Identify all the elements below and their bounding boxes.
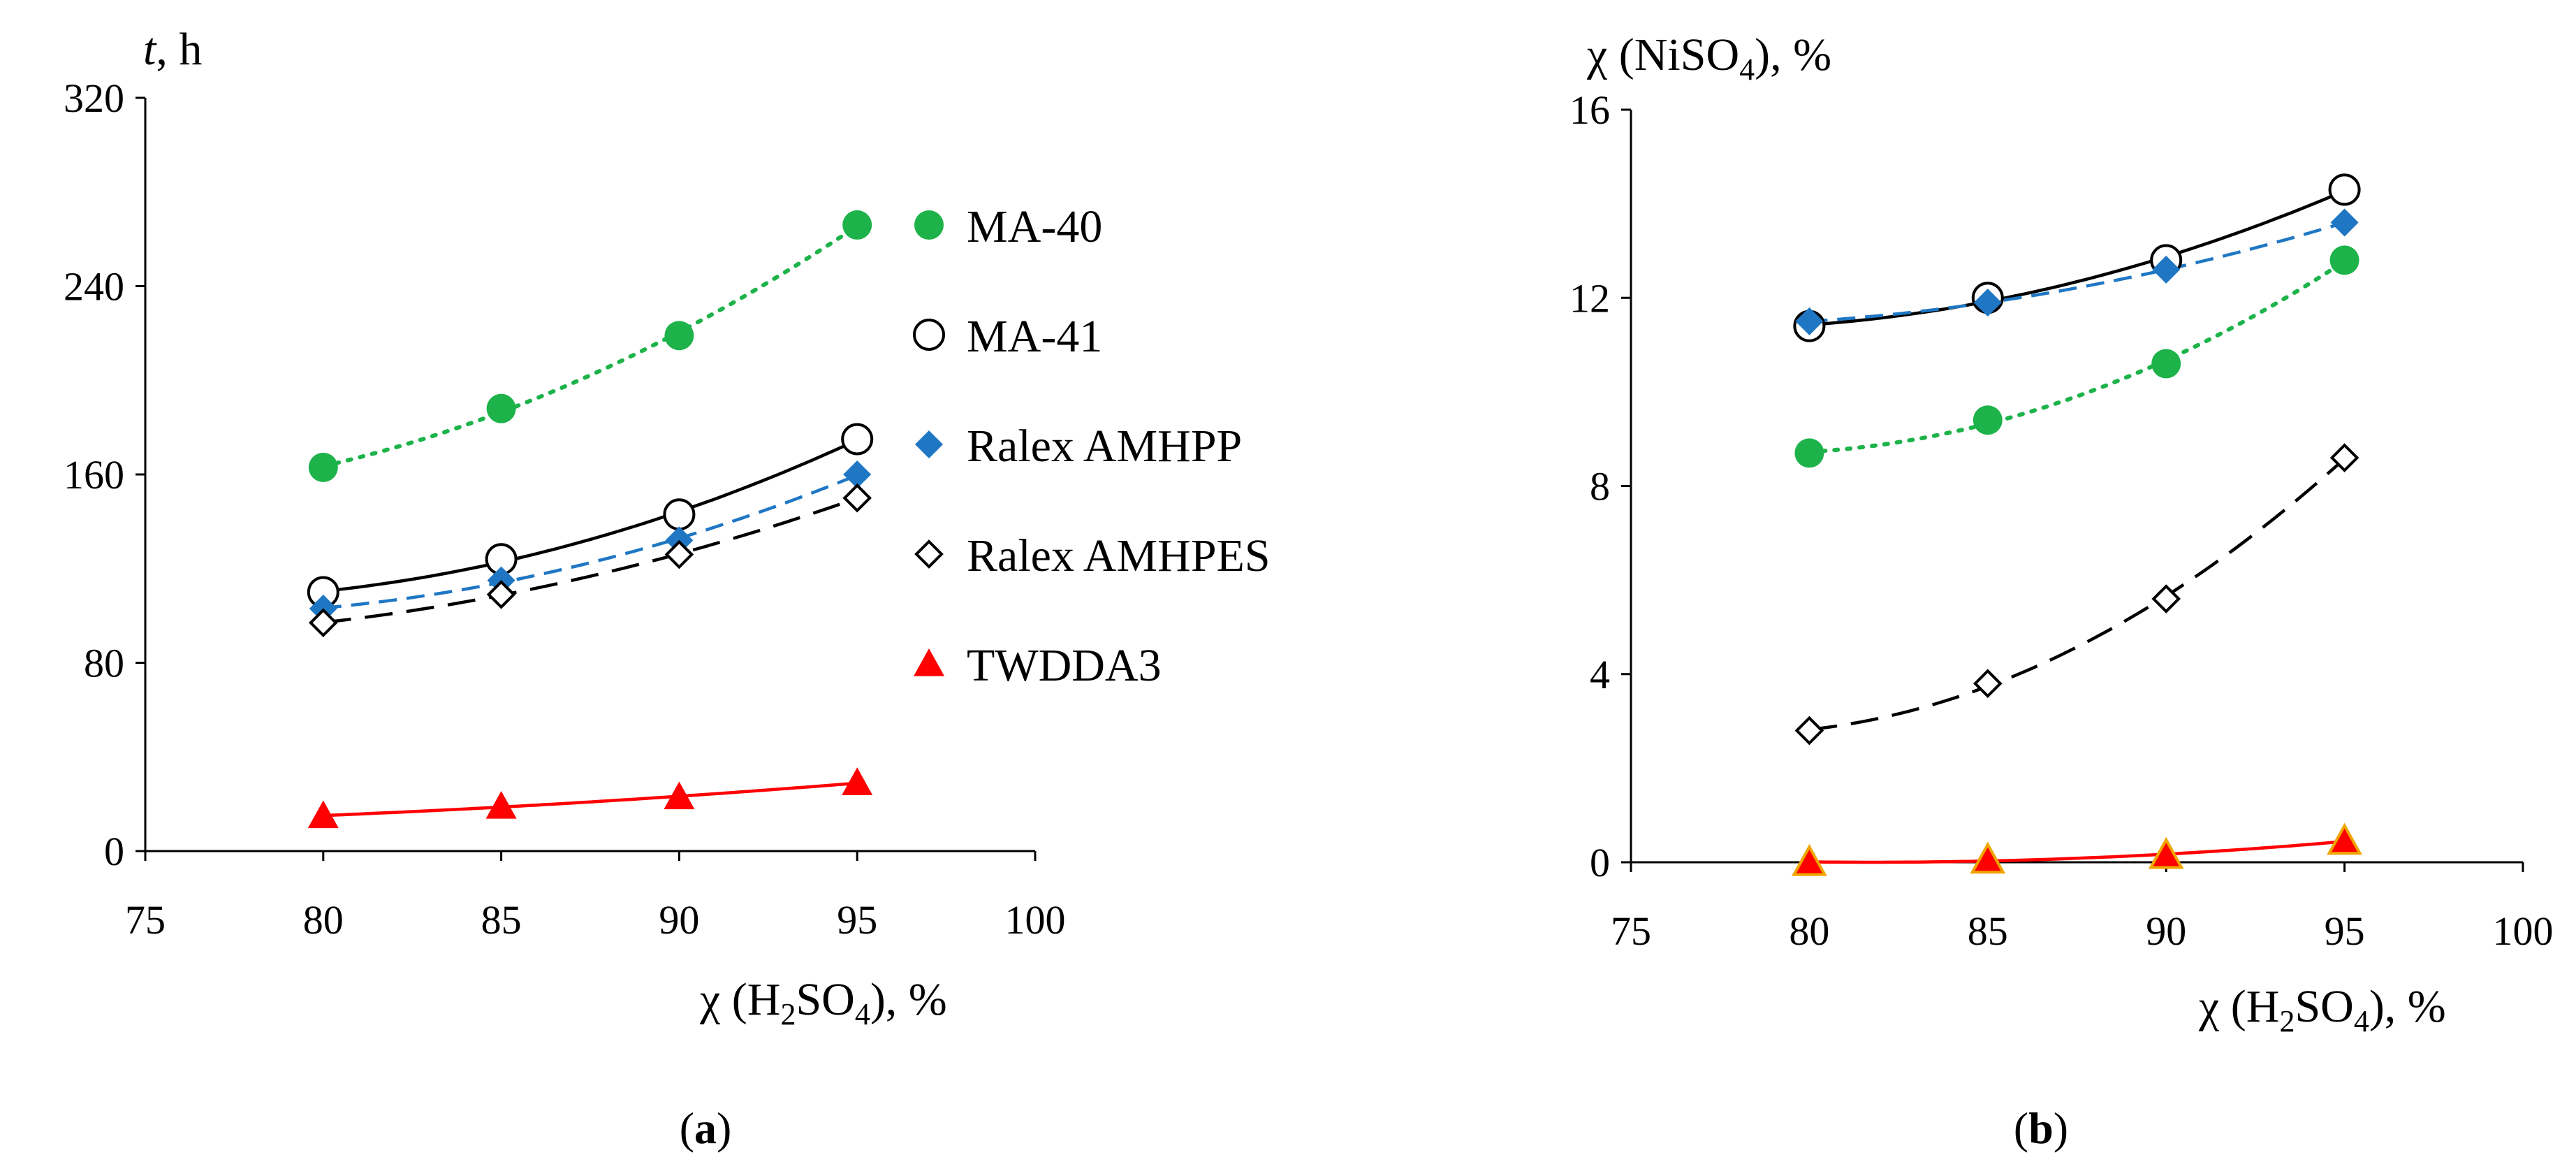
panel-b-x-tick-label: 80 [1789,908,1829,954]
panel-a-twdda3-point-1 [485,790,517,819]
panel-a-y-tick-label: 160 [64,452,124,498]
panel-b-ralex-amhpes-point-2 [2151,584,2181,613]
panel-a-y-unit: , h [156,24,202,75]
panel-a-ralex-amhpes-point-2 [664,539,694,569]
panel-b-ma-40-trend-line [1807,259,2347,454]
panel-b-ma-40-point-1 [1973,405,2003,435]
panel-b-y-tick-label: 4 [1590,652,1610,697]
legend-ma-40-point-marker [914,210,944,240]
panel-b-y-tick-label: 8 [1590,464,1610,509]
panel-a-plot: 0 80 160 240 320 75 80 85 90 95 100 [64,75,1066,943]
panel-b-ralex-amhpp-point-0 [1795,307,1824,335]
panel-b-ralex-amhpp-point-1 [1973,288,2002,317]
panel-a-ralex-amhpes-point-1 [486,579,516,609]
legend-ralex-amhpes-point-marker [914,539,944,569]
panel-b-ralex-amhpes-point-1 [1973,669,2003,699]
panel-a-twdda3-point-2 [664,781,695,810]
panel-a-ralex-amhpes-point-3 [842,483,872,513]
panel-a-y-tick-label: 0 [104,829,124,874]
panel-a-y-tick-label: 240 [64,264,124,310]
panel-a-legend: MA-40 MA-41 Ralex AMHPP Ralex AMHPES TWDDA3 [913,201,1271,691]
panel-a-twdda3-point-0 [307,800,339,829]
panel-b-x-axis-label: χ (H2SO4), % [2198,981,2446,1038]
panel-b-plot: 0 4 8 12 16 75 80 85 90 95 100 [1569,87,2554,954]
panel-a-ma-40-trend-line [321,224,860,469]
panel-b-twdda3-point-3 [2327,822,2362,855]
panel-b-ma-41-trend-line [1809,189,2346,327]
legend-ralex-amhpes-label: Ralex AMHPES [967,530,1271,581]
legend-ma-41-label: MA-41 [967,311,1102,362]
panel-a-ralex-amhpp-trend-line [323,473,858,610]
panel-b-ralex-amhpes-trend-line [1809,457,2346,732]
panel-b-y-tick-label: 0 [1590,840,1610,885]
legend-ma-40-label: MA-40 [967,201,1102,252]
panel-b-twdda3-point-2 [2148,836,2184,869]
panel-a-ma-40-point-0 [308,452,338,482]
legend-ralex-amhpp-label: Ralex AMHPP [967,421,1242,472]
panel-a-twdda3-point-3 [842,767,873,795]
panel-a-ralex-amhpes-point-0 [308,608,338,638]
panel-b-ma-40-point-0 [1794,438,1824,468]
panel-a-y-var: t [143,24,157,75]
panel-a-x-tick-label: 90 [659,897,699,943]
panel-b-ma-41-point-3 [2328,173,2361,206]
panel-b-ralex-amhpes-point-3 [2329,443,2359,472]
panel-a-x-tick-label: 80 [303,897,344,943]
panel-a-ma-41-point-2 [663,498,696,531]
panel-a-x-tick-label: 100 [1005,897,1066,943]
panel-b-twdda3-trend-line [1809,839,2345,864]
panel-a-ma-40-point-2 [664,321,694,351]
panel-a-y-tick-label: 80 [84,641,124,686]
panel-b-label: (b) [2014,1103,2068,1153]
panel-b-y-tick-label: 12 [1569,275,1610,321]
panel-b-ralex-amhpp-trend-line [1809,221,2346,324]
legend-twdda3-label: TWDDA3 [967,640,1162,691]
panel-b-ralex-amhpp-point-2 [2152,255,2181,284]
panel-a-ma-40-point-1 [486,393,516,423]
panel-a-x-axis-label: χ (H2SO4), % [699,974,947,1031]
panel-a-x-tick-label: 75 [125,897,166,943]
panel-b-ma-40-point-3 [2329,245,2359,275]
panel-a-ma-41-point-3 [841,423,874,456]
panel-a-label: (a) [680,1103,732,1153]
legend-ralex-amhpp-point-marker [915,430,943,458]
panel-b-ralex-amhpes-point-0 [1794,716,1824,746]
panel-b-x-tick-label: 90 [2146,908,2186,954]
panel-a-ralex-amhpp-point-3 [843,460,872,488]
panel-a-x-tick-label: 95 [837,897,877,943]
panel-a-ralex-amhpes-trend-line [323,496,858,625]
panel-b-twdda3-point-1 [1970,841,2006,874]
panel-b-ralex-amhpp-point-3 [2330,208,2359,237]
panel-a-ma-41-trend-line [323,438,858,593]
panel-a-y-axis-label: t, h [143,24,202,75]
legend-ma-41-point-marker [913,319,945,351]
legend-twdda3-point-marker [914,648,944,676]
panel-b-ma-40-point-2 [2151,349,2181,379]
panel-a-y-tick-label: 320 [64,75,124,121]
panel-a-twdda3-trend-line [323,781,858,818]
panel-b-twdda3-point-0 [1792,843,1827,876]
panel-a-ma-40-point-3 [842,210,872,240]
panel-b-x-tick-label: 75 [1611,908,1651,954]
panel-b-x-tick-label: 100 [2493,908,2554,954]
panel-a-x-tick-label: 85 [481,897,522,943]
panel-b-y-axis-label: χ (NiSO4), % [1586,29,1831,87]
panel-b-y-tick-label: 16 [1569,87,1610,133]
panel-b-x-tick-label: 95 [2325,908,2365,954]
panel-b-x-tick-label: 85 [1968,908,2008,954]
